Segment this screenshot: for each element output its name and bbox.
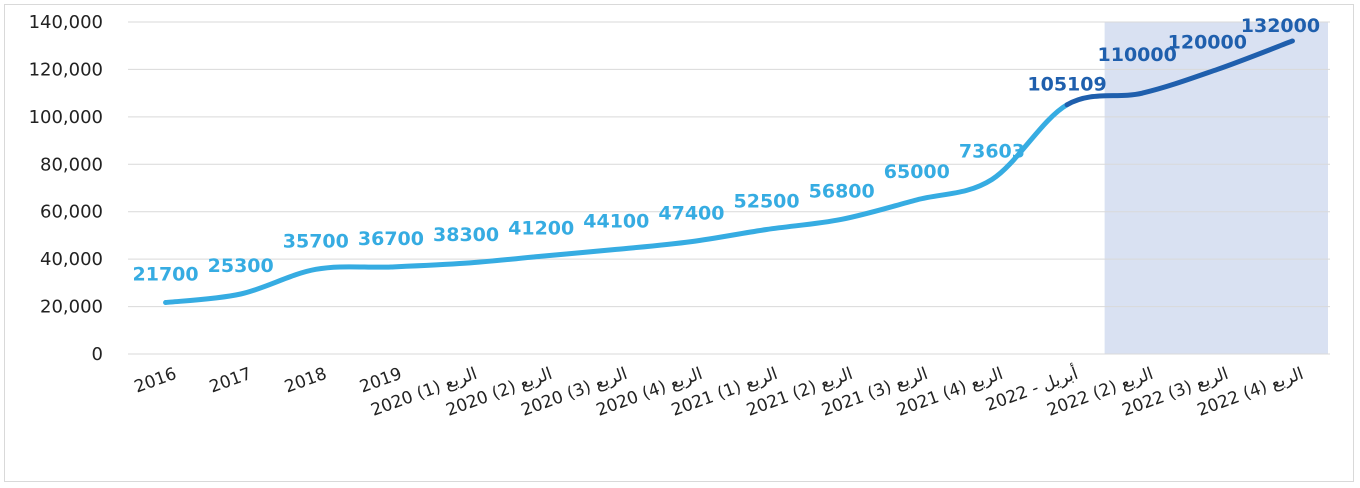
data-label: 120000 bbox=[1168, 31, 1247, 53]
data-label: 52500 bbox=[734, 191, 800, 213]
y-tick-label: 60,000 bbox=[40, 202, 103, 223]
data-label: 56800 bbox=[809, 180, 875, 202]
y-tick-label: 140,000 bbox=[29, 12, 103, 33]
data-label: 44100 bbox=[583, 210, 649, 232]
forecast-band bbox=[1104, 22, 1328, 354]
x-tick-label: 2018 bbox=[282, 364, 329, 398]
data-label: 105109 bbox=[1027, 74, 1106, 96]
data-label: 21700 bbox=[133, 264, 199, 286]
data-label: 47400 bbox=[658, 203, 724, 225]
y-tick-label: 120,000 bbox=[29, 59, 103, 80]
data-label: 38300 bbox=[433, 224, 499, 246]
y-tick-label: 20,000 bbox=[40, 297, 103, 318]
data-label: 73603 bbox=[959, 140, 1025, 162]
data-label: 110000 bbox=[1098, 44, 1177, 66]
x-tick-label: 2017 bbox=[207, 364, 254, 398]
y-tick-label: 40,000 bbox=[40, 249, 103, 270]
data-label: 132000 bbox=[1241, 15, 1320, 37]
y-tick-label: 0 bbox=[92, 344, 103, 365]
data-label: 35700 bbox=[283, 230, 349, 252]
y-tick-label: 100,000 bbox=[29, 107, 103, 128]
data-label: 25300 bbox=[208, 255, 274, 277]
x-tick-label: 2016 bbox=[132, 364, 179, 398]
data-label: 65000 bbox=[884, 161, 950, 183]
series-line-actual bbox=[163, 102, 1070, 306]
data-label: 36700 bbox=[358, 228, 424, 250]
y-tick-label: 80,000 bbox=[40, 154, 103, 175]
data-label: 41200 bbox=[508, 217, 574, 239]
series-line-forecast bbox=[1064, 38, 1295, 108]
